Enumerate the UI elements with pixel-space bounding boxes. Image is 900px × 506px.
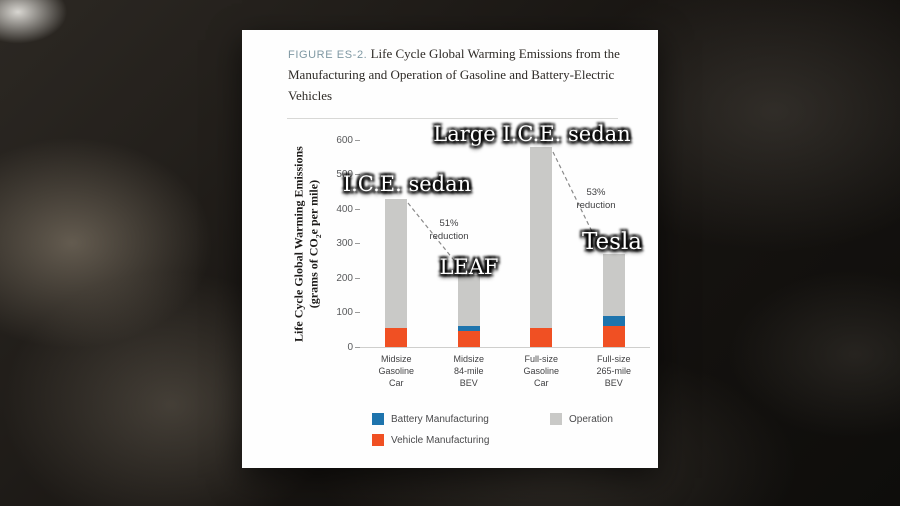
segment-battery-manufacturing [457, 326, 480, 332]
legend-swatch [372, 434, 384, 446]
y-axis-title-line2-post: e per mile) [306, 179, 321, 235]
x-axis-label: Full-size Gasoline Car [523, 354, 560, 389]
segment-battery-manufacturing [602, 315, 625, 327]
bar-column-2 [433, 140, 506, 347]
legend-label: Battery Manufacturing [391, 413, 489, 425]
y-tick: 200 [327, 272, 360, 284]
x-axis-label: Midsize Gasoline Car [378, 354, 415, 389]
segment-vehicle-manufacturing [530, 328, 553, 347]
segment-operation [385, 198, 408, 329]
y-tick-label: 0 [347, 341, 353, 353]
segment-vehicle-manufacturing [602, 326, 625, 347]
y-tick-mark [355, 312, 360, 313]
y-axis-title: Life Cycle Global Warming Emissions (gra… [291, 127, 323, 362]
y-tick-mark [355, 277, 360, 279]
segment-vehicle-manufacturing [385, 328, 408, 347]
y-tick-label: 300 [336, 238, 353, 249]
reduction-note-51: 51% reduction [429, 218, 469, 242]
segment-operation [602, 253, 625, 316]
bars-row [360, 140, 650, 347]
y-tick: 300 [327, 238, 360, 250]
caption-large-ice-sedan: Large I.C.E. sedan [433, 122, 631, 146]
reduction-note-53: 53% reduction [576, 187, 616, 211]
y-tick-mark [355, 139, 360, 141]
caption-ice-sedan: I.C.E. sedan [342, 172, 472, 196]
caption-leaf: LEAF [439, 255, 499, 279]
legend-swatch [550, 413, 562, 425]
y-axis-title-line1: Life Cycle Global Warming Emissions [291, 146, 306, 342]
y-tick-label: 100 [336, 307, 353, 318]
figure-title: FIGURE ES-2. Life Cycle Global Warming E… [288, 44, 624, 106]
figure-panel: FIGURE ES-2. Life Cycle Global Warming E… [242, 30, 658, 468]
x-axis-label: Full-size 265-mile BEV [596, 354, 631, 389]
y-tick: 600 [327, 134, 360, 146]
bar-stack-3 [530, 146, 553, 347]
figure-label: FIGURE ES-2. [288, 49, 368, 61]
bar-stack-2 [457, 274, 480, 347]
y-tick-mark [355, 174, 360, 175]
figure-title-text: Life Cycle Global Warming Emissions from… [288, 46, 620, 103]
x-axis-label: Midsize 84-mile BEV [453, 354, 484, 389]
y-tick-mark [355, 208, 360, 210]
y-tick-label: 200 [336, 272, 353, 284]
legend-label: Operation [569, 413, 613, 425]
segment-vehicle-manufacturing [457, 331, 480, 347]
legend: Battery Manufacturing Operation Vehicle Ma… [372, 413, 613, 446]
y-axis-title-subscript: 2 [313, 234, 323, 239]
y-axis-title-line2: (grams of CO2e per mile) [306, 127, 323, 362]
bar-column-1 [360, 140, 433, 347]
y-tick-mark [355, 243, 360, 244]
segment-operation [457, 274, 480, 327]
legend-swatch [372, 413, 384, 425]
legend-item: Operation [550, 413, 613, 425]
legend-label: Vehicle Manufacturing [391, 434, 490, 446]
bar-column-3 [505, 140, 578, 347]
y-axis-title-line2-pre: (grams of CO [306, 238, 321, 309]
segment-operation [530, 146, 553, 329]
y-tick: 0 [327, 341, 360, 353]
bar-column-4 [578, 140, 651, 347]
y-tick: 500 [327, 169, 360, 181]
title-divider [287, 118, 618, 119]
legend-item: Vehicle Manufacturing [372, 434, 550, 446]
y-tick-label: 600 [336, 134, 353, 146]
y-tick-mark [355, 346, 360, 348]
bar-stack-4 [602, 253, 625, 347]
plot-area [360, 140, 650, 348]
legend-item: Battery Manufacturing [372, 413, 550, 425]
y-tick-label: 500 [336, 169, 353, 180]
x-axis-labels: Midsize Gasoline Car Midsize 84-mile BEV F… [360, 353, 650, 389]
bar-stack-1 [385, 198, 408, 347]
y-tick: 400 [327, 203, 360, 215]
y-tick: 100 [327, 307, 360, 319]
caption-tesla: Tesla [581, 229, 643, 255]
y-axis: 0 100 200 300 400 500 600 [327, 135, 360, 353]
y-tick-label: 400 [336, 203, 353, 215]
